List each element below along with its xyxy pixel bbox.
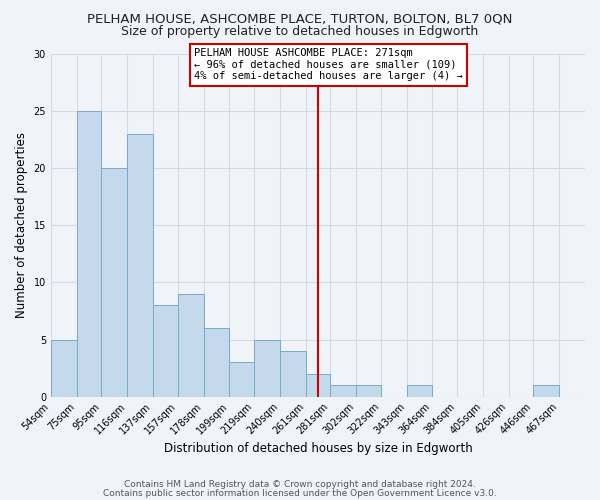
Bar (178, 294, 203, 396)
Bar (305, 374, 330, 396)
Text: Size of property relative to detached houses in Edgworth: Size of property relative to detached ho… (121, 25, 479, 38)
Bar (229, 362, 254, 396)
Bar (407, 385, 433, 396)
X-axis label: Distribution of detached houses by size in Edgworth: Distribution of detached houses by size … (164, 442, 472, 455)
Bar (101, 168, 127, 396)
Y-axis label: Number of detached properties: Number of detached properties (15, 132, 28, 318)
Bar (153, 306, 178, 396)
Bar (203, 328, 229, 396)
Bar (127, 134, 153, 396)
Text: Contains public sector information licensed under the Open Government Licence v3: Contains public sector information licen… (103, 488, 497, 498)
Bar (77, 111, 101, 397)
Bar (330, 385, 356, 396)
Bar (51, 340, 77, 396)
Bar (356, 385, 381, 396)
Bar (280, 351, 305, 397)
Bar (533, 385, 559, 396)
Bar (254, 340, 280, 396)
Text: PELHAM HOUSE ASHCOMBE PLACE: 271sqm
← 96% of detached houses are smaller (109)
4: PELHAM HOUSE ASHCOMBE PLACE: 271sqm ← 96… (194, 48, 463, 82)
Text: PELHAM HOUSE, ASHCOMBE PLACE, TURTON, BOLTON, BL7 0QN: PELHAM HOUSE, ASHCOMBE PLACE, TURTON, BO… (88, 12, 512, 26)
Text: Contains HM Land Registry data © Crown copyright and database right 2024.: Contains HM Land Registry data © Crown c… (124, 480, 476, 489)
